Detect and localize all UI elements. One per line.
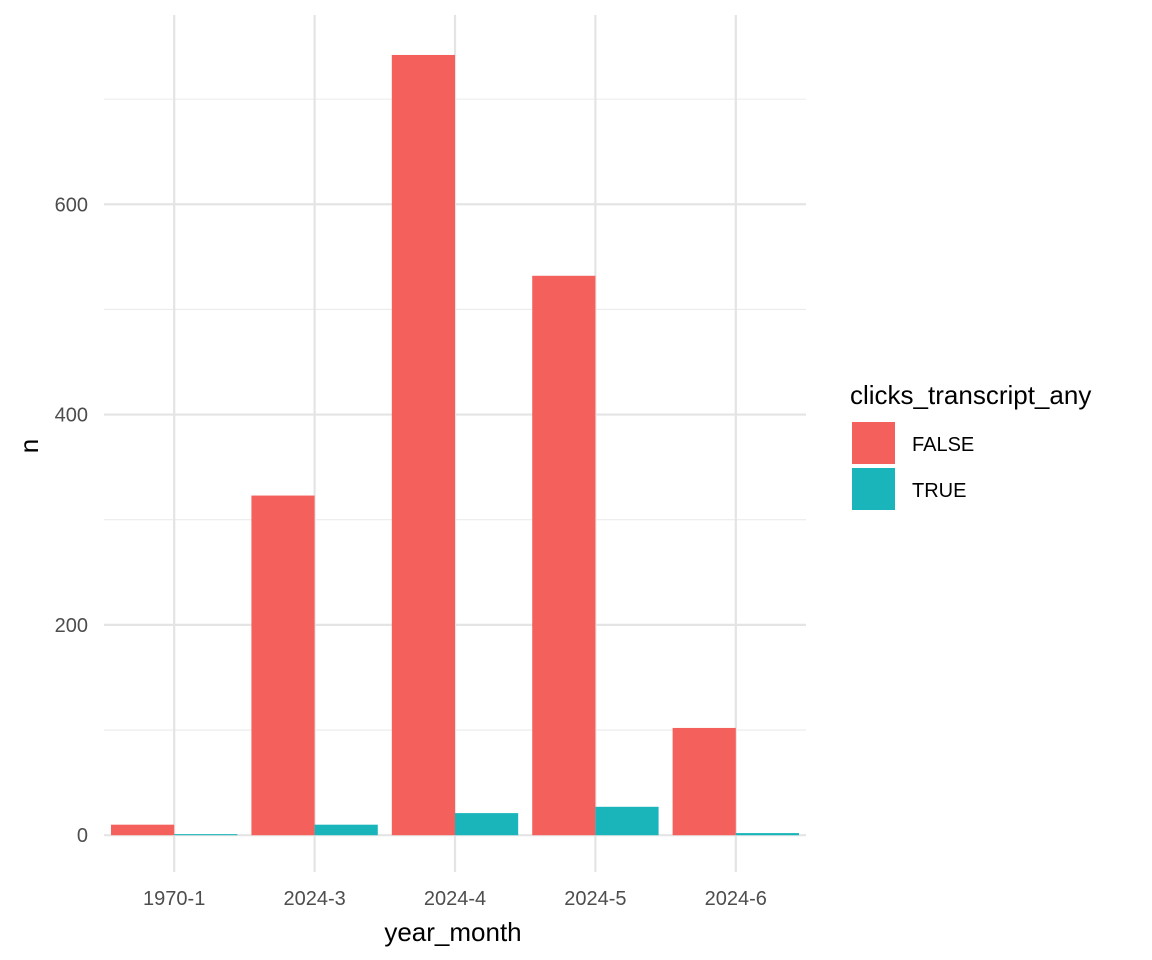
legend-label-false: FALSE xyxy=(912,434,974,456)
bar-true-2024-3 xyxy=(314,824,378,836)
legend: clicks_transcript_any FALSE TRUE xyxy=(850,380,1091,510)
legend-items: FALSE TRUE xyxy=(852,422,974,510)
bar-true-2024-4 xyxy=(455,813,519,836)
bar-true-2024-5 xyxy=(595,806,659,836)
bars xyxy=(111,54,799,836)
legend-title: clicks_transcript_any xyxy=(850,380,1091,410)
x-tick-label: 1970-1 xyxy=(143,888,205,910)
y-axis-title: n xyxy=(14,439,44,453)
legend-label-true: TRUE xyxy=(912,480,966,502)
y-tick-label: 200 xyxy=(55,615,88,637)
x-tick-label: 2024-4 xyxy=(424,888,486,910)
legend-key-false xyxy=(852,422,895,464)
y-tick-label: 600 xyxy=(55,194,88,216)
y-tick-label: 400 xyxy=(55,405,88,427)
bar-false-2024-4 xyxy=(391,54,455,836)
x-tick-label: 2024-5 xyxy=(564,888,626,910)
x-tick-labels: 1970-1 2024-3 2024-4 2024-5 2024-6 xyxy=(143,888,767,910)
y-tick-label: 0 xyxy=(77,825,88,847)
legend-key-true xyxy=(852,468,895,510)
bar-true-1970-1 xyxy=(174,834,238,836)
x-axis-title: year_month xyxy=(384,917,521,947)
bar-false-2024-6 xyxy=(672,727,736,836)
bar-false-1970-1 xyxy=(111,824,175,836)
bar-true-2024-6 xyxy=(735,833,799,836)
x-tick-label: 2024-6 xyxy=(705,888,767,910)
bar-false-2024-3 xyxy=(251,495,315,836)
x-tick-label: 2024-3 xyxy=(283,888,345,910)
bar-false-2024-5 xyxy=(532,275,596,836)
y-tick-labels: 0 200 400 600 xyxy=(55,194,88,847)
